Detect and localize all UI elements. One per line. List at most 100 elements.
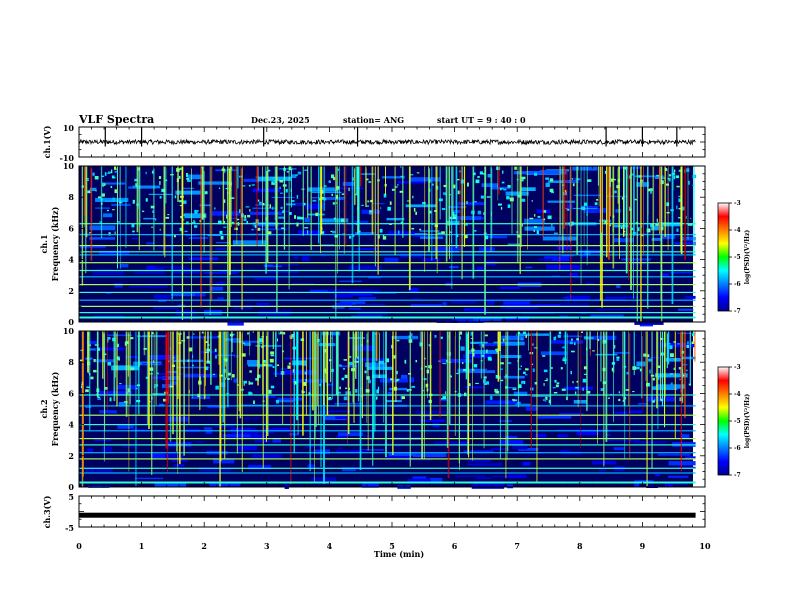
spectrogram-haze-cell	[272, 177, 274, 179]
ch1-colorbar-ticks: -3 -4 -5 -6 -7	[729, 200, 741, 315]
spectrogram-haze-cell	[366, 205, 370, 207]
spectrogram-haze-cell	[382, 236, 387, 240]
spectrogram-noise-cell	[580, 312, 587, 314]
spectrogram-haze-cell	[369, 210, 372, 213]
spectrogram-haze-cell	[686, 369, 688, 372]
spectrogram-haze-cell	[576, 338, 579, 341]
spectrogram-sferic	[445, 166, 447, 245]
spectrogram-noise-cell	[148, 355, 180, 360]
spectrogram-haze-cell	[361, 204, 364, 206]
spectrogram-haze-cell	[277, 338, 278, 342]
spectrogram-noise-cell	[522, 461, 531, 466]
spectrogram-noise-cell	[340, 301, 366, 305]
spectrogram-sferic	[129, 331, 131, 405]
spectrogram-tonal-line	[79, 438, 696, 440]
spectrogram-haze-cell	[291, 334, 295, 338]
spectrogram-haze-cell	[638, 175, 641, 178]
spectrogram-haze-cell	[182, 200, 187, 204]
spectrogram-haze-cell	[159, 196, 162, 199]
spectrogram-haze-cell	[686, 345, 689, 348]
spectrogram-haze-cell	[182, 219, 185, 221]
spectrogram-haze-cell	[648, 358, 652, 362]
spectrogram-noise-cell	[546, 265, 580, 270]
spectrogram-sferic	[689, 331, 691, 386]
spectrogram-haze-cell	[130, 367, 135, 371]
spectrogram-haze-cell	[521, 176, 526, 180]
spectrogram-haze-cell	[428, 210, 432, 214]
spectrogram-sferic	[165, 166, 167, 204]
spectrogram-sferic	[542, 166, 544, 237]
spectrogram-tonal-line	[79, 234, 696, 236]
spectrogram-haze-cell	[186, 336, 190, 339]
spectrogram-sferic	[454, 331, 456, 436]
spectrogram-noise-cell	[556, 429, 586, 431]
spectrogram-noise-cell	[633, 441, 668, 444]
spectrogram-haze-cell	[678, 198, 681, 203]
spectrogram-haze-cell	[111, 175, 115, 179]
spectrogram-haze-cell	[441, 398, 443, 400]
spectrogram-sferic	[320, 331, 322, 467]
spectrogram-haze-cell	[95, 190, 97, 192]
spectrogram-noise-cell	[111, 365, 140, 371]
spectrogram-sferic	[84, 166, 86, 216]
ch1-waveform-ticks	[78, 126, 706, 158]
spectrogram-sferic	[314, 331, 315, 484]
spectrogram-noise-cell	[229, 217, 237, 220]
spectrogram-sferic	[231, 331, 233, 353]
spectrogram-haze-cell	[174, 195, 177, 199]
spectrogram-noise-cell	[233, 378, 238, 383]
spectrogram-haze-cell	[441, 208, 446, 210]
spectrogram-sferic	[230, 166, 232, 227]
spectrogram-haze-cell	[466, 200, 468, 204]
spectrogram-sferic	[345, 166, 347, 246]
spectrogram-sferic	[660, 166, 663, 322]
spectrogram-sferic	[222, 166, 225, 225]
spectrogram-haze-cell	[199, 219, 201, 223]
spectrogram-haze-cell	[304, 371, 307, 375]
spectrogram-sferic	[336, 166, 338, 191]
spectrogram-sferic	[323, 166, 325, 212]
spectrogram-sferic	[218, 331, 220, 365]
spectrogram-sferic	[566, 166, 568, 255]
spectrogram-noise-cell	[590, 314, 624, 317]
spectrogram-noise-cell	[460, 346, 465, 351]
spectrogram-noise-cell	[292, 379, 326, 383]
spectrogram-noise-cell	[148, 193, 173, 195]
spectrogram-haze-cell	[545, 396, 548, 400]
spectrogram-sferic	[81, 331, 84, 487]
spectrogram-noise-cell	[230, 427, 251, 431]
spectrogram-haze-cell	[271, 206, 274, 210]
spectrogram-noise-cell	[487, 300, 495, 306]
spectrogram-sferic	[640, 166, 642, 322]
spectrogram-haze-cell	[276, 400, 279, 404]
spectrogram-noise-cell	[501, 335, 525, 341]
spectrogram-sferic	[499, 331, 501, 459]
spectrogram-noise-cell	[356, 303, 385, 306]
spectrogram-haze-cell	[279, 180, 284, 183]
spectrogram-sferic	[256, 166, 258, 244]
spectrogram-haze-cell	[459, 331, 463, 335]
spectrogram-haze-cell	[214, 348, 217, 352]
spectrogram-sferic	[318, 331, 319, 426]
spectrogram-haze-cell	[215, 385, 219, 390]
spectrogram-haze-cell	[518, 368, 522, 370]
spectrogram-noise-cell	[95, 207, 110, 209]
spectrogram-noise-cell	[355, 232, 375, 235]
spectrogram-haze-cell	[668, 343, 671, 345]
spectrogram-haze-cell	[575, 386, 579, 389]
spectrogram-haze-cell	[253, 400, 255, 404]
spectrogram-sferic	[629, 331, 631, 461]
spectrogram-tonal-line	[79, 405, 696, 407]
spectrogram-haze-cell	[610, 178, 614, 182]
spectrogram-sferic	[139, 166, 141, 227]
spectrogram-sferic	[641, 331, 643, 399]
spectrogram-haze-cell	[343, 396, 348, 401]
spectrogram-haze-cell	[611, 367, 614, 372]
spectrogram-haze-cell	[500, 379, 504, 382]
spectrogram-haze-cell	[512, 399, 515, 402]
spectrogram-sferic	[282, 331, 284, 425]
spectrogram-haze-cell	[126, 392, 129, 396]
spectrogram-sferic	[275, 166, 278, 230]
spectrogram-noise-cell	[499, 286, 520, 289]
spectrogram-haze-cell	[396, 379, 399, 382]
